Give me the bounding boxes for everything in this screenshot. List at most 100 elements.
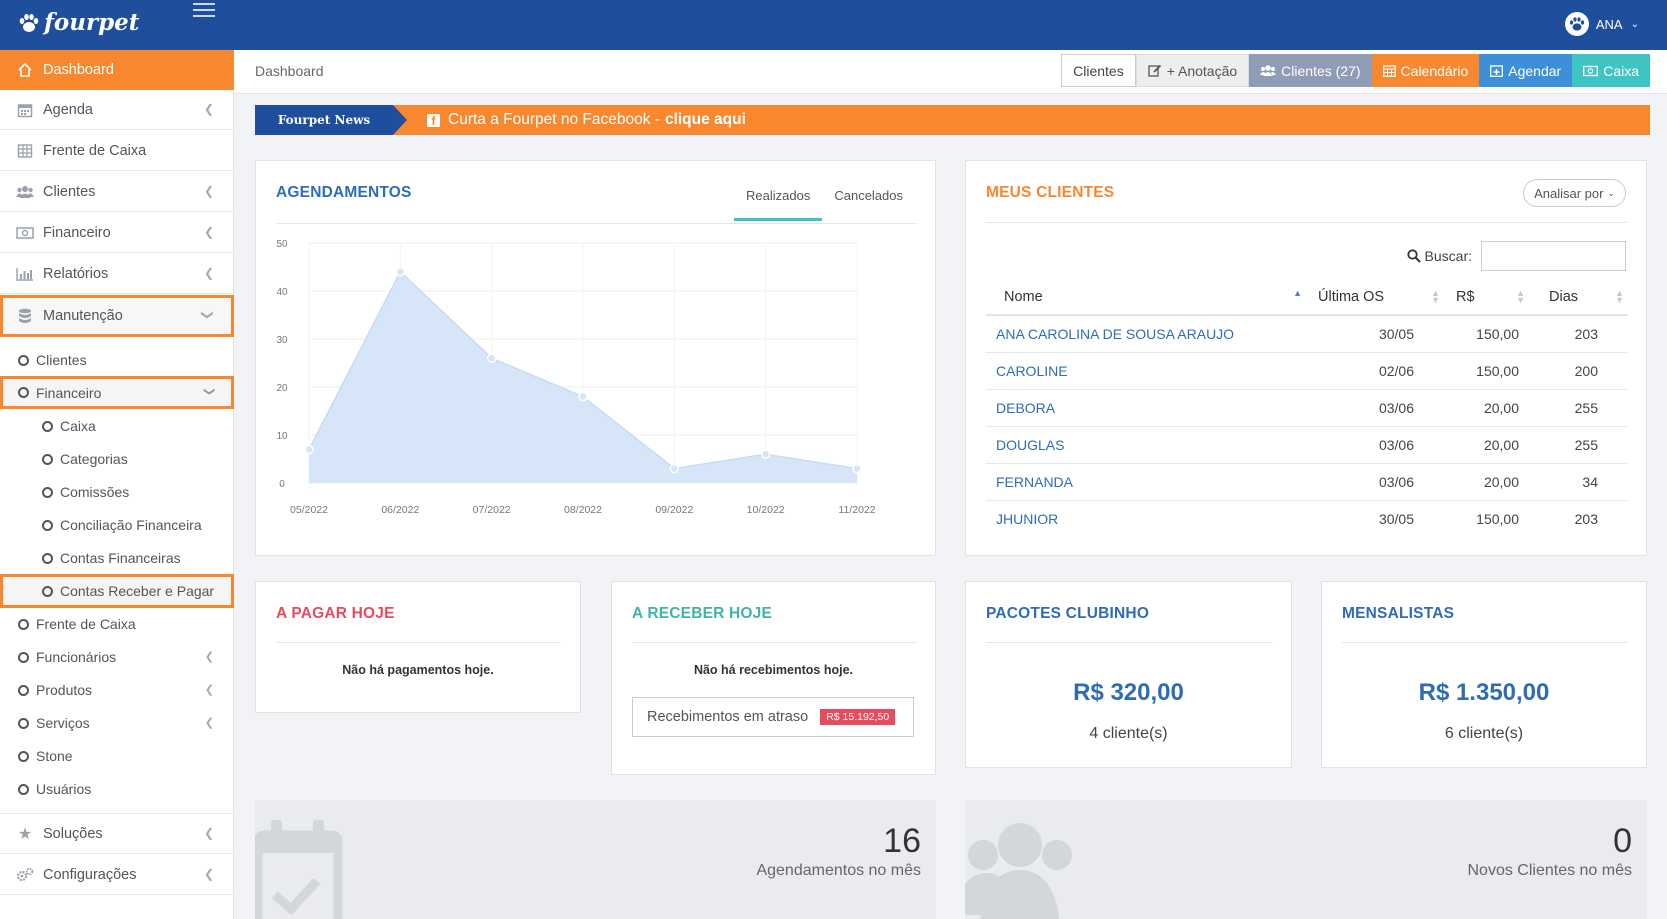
- news-link-text[interactable]: clique aqui: [664, 111, 746, 128]
- user-menu[interactable]: ANA ⌄: [1564, 12, 1639, 36]
- pacotes-clients: 4 cliente(s): [1089, 725, 1168, 742]
- search-input[interactable]: [1481, 241, 1626, 271]
- anotacao-button[interactable]: + Anotação: [1135, 54, 1250, 87]
- financeiro-item-categorias[interactable]: Categorias: [0, 444, 234, 474]
- client-name[interactable]: CAROLINE: [986, 352, 1306, 390]
- chart-point[interactable]: [578, 391, 588, 402]
- caixa-button[interactable]: Caixa: [1572, 54, 1650, 87]
- chart-y-tick-label: 30: [276, 335, 288, 346]
- column-header-ultima-os[interactable]: Última OS ▲ ▼: [1306, 279, 1444, 316]
- chevron-left-icon: ❮: [204, 684, 214, 696]
- panel-divider: [276, 642, 561, 643]
- panel-divider: [632, 642, 917, 643]
- column-header-dias[interactable]: Dias ▲ ▼: [1529, 279, 1628, 316]
- client-dias: 255: [1529, 389, 1628, 427]
- sidebar-item-manutencao[interactable]: Manutenção ❮: [0, 295, 234, 337]
- sidebar-item-label: Manutenção: [43, 308, 123, 324]
- table-row[interactable]: DOUGLAS 03/06 20,00 255: [986, 426, 1628, 464]
- manutencao-item-servicos[interactable]: Serviços ❮: [0, 708, 234, 738]
- chart-y-tick-label: 40: [276, 287, 288, 298]
- manutencao-item-financeiro[interactable]: Financeiro ❮: [0, 376, 234, 409]
- tab-cancelados[interactable]: Cancelados: [834, 188, 903, 203]
- button-label: + Anotação: [1166, 62, 1238, 79]
- column-label: Nome: [1004, 288, 1043, 305]
- agendamentos-mes-value: 16: [883, 822, 921, 860]
- chevron-left-icon: ❮: [204, 717, 214, 729]
- financeiro-item-comissoes[interactable]: Comissões: [0, 477, 234, 507]
- sidebar-item-frente-de-caixa[interactable]: Frente de Caixa: [0, 131, 234, 171]
- client-name[interactable]: FERNANDA: [986, 463, 1306, 501]
- circle-icon: [42, 486, 53, 498]
- a-receber-panel: A RECEBER HOJE Não há recebimentos hoje.…: [611, 581, 936, 775]
- chart-point[interactable]: [486, 353, 497, 363]
- client-ultima-os: 30/05: [1378, 510, 1414, 527]
- brand-logo[interactable]: fourpet: [18, 9, 139, 36]
- clientes-count-button[interactable]: Clientes (27): [1249, 54, 1372, 87]
- news-link[interactable]: f Curta a Fourpet no Facebook - clique a…: [427, 111, 746, 129]
- sidebar-item-configuracoes[interactable]: Configurações ❮: [0, 855, 234, 895]
- chart-point[interactable]: [304, 444, 314, 455]
- sub-item-label: Frente de Caixa: [36, 616, 136, 632]
- client-name[interactable]: ANA CAROLINA DE SOUSA ARAUJO: [986, 315, 1306, 353]
- chart-point[interactable]: [669, 463, 680, 474]
- sidebar-item-relatorios[interactable]: Relatórios ❮: [0, 254, 234, 294]
- circle-icon: [42, 519, 53, 531]
- chart-point[interactable]: [852, 463, 862, 474]
- circle-icon: [18, 750, 29, 762]
- button-label: Calendário: [1400, 62, 1469, 79]
- manutencao-item-usuarios[interactable]: Usuários: [0, 774, 234, 804]
- chart-y-tick-label: 50: [276, 239, 288, 250]
- menu-toggle-icon[interactable]: [193, 3, 215, 19]
- sidebar-item-financeiro[interactable]: Financeiro ❮: [0, 213, 234, 253]
- chevron-down-icon: ⌄: [1607, 187, 1615, 198]
- header-actions: Clientes + Anotação Clientes (27) Calend…: [1061, 54, 1650, 87]
- clientes-button[interactable]: Clientes: [1061, 54, 1136, 87]
- chart-point[interactable]: [760, 449, 771, 459]
- chevron-left-icon: ❮: [203, 102, 214, 116]
- sidebar-item-clientes[interactable]: Clientes ❮: [0, 172, 234, 212]
- tab-realizados[interactable]: Realizados: [734, 185, 823, 221]
- financeiro-item-contas-receber-pagar[interactable]: Contas Receber e Pagar: [0, 574, 234, 608]
- client-name[interactable]: JHUNIOR: [996, 510, 1059, 527]
- sidebar-item-dashboard[interactable]: Dashboard: [0, 50, 234, 90]
- column-header-valor[interactable]: R$ ▲ ▼: [1444, 279, 1529, 316]
- table-icon: [16, 143, 34, 159]
- sidebar-item-agenda[interactable]: Agenda ❮: [0, 90, 234, 130]
- column-header-nome[interactable]: Nome ▲: [986, 279, 1306, 316]
- sub-item-label: Categorias: [60, 451, 128, 467]
- financeiro-item-conciliacao[interactable]: Conciliação Financeira: [0, 510, 234, 540]
- sidebar-item-solucoes[interactable]: ★ Soluções ❮: [0, 814, 234, 854]
- sidebar-divider: [0, 813, 234, 814]
- chart-x-tick-label: 07/2022: [473, 504, 511, 516]
- recebimentos-atraso-box[interactable]: Recebimentos em atraso R$ 15.192,50: [632, 697, 914, 737]
- client-valor: 20,00: [1444, 389, 1529, 427]
- sidebar-item-label: Dashboard: [43, 62, 114, 78]
- client-name[interactable]: DOUGLAS: [986, 426, 1306, 464]
- manutencao-item-funcionarios[interactable]: Funcionários ❮: [0, 642, 234, 672]
- financeiro-item-contas-financeiras[interactable]: Contas Financeiras: [0, 543, 234, 573]
- manutencao-item-frente-de-caixa[interactable]: Frente de Caixa: [0, 609, 234, 639]
- manutencao-item-clientes[interactable]: Clientes: [0, 345, 234, 375]
- news-text: Curta a Fourpet no Facebook -: [448, 111, 660, 128]
- chevron-left-icon: ❮: [203, 266, 214, 280]
- table-row[interactable]: CAROLINE 02/06 150,00 200: [986, 352, 1628, 390]
- chart-point[interactable]: [395, 267, 406, 277]
- chevron-down-icon: ❮: [202, 386, 215, 397]
- table-row[interactable]: ANA CAROLINA DE SOUSA ARAUJO 30/05 150,00 2…: [986, 315, 1628, 353]
- sidebar-item-label: Clientes: [43, 183, 96, 200]
- manutencao-item-produtos[interactable]: Produtos ❮: [0, 675, 234, 705]
- sidebar-item-label: Soluções: [43, 825, 103, 842]
- table-row[interactable]: JHUNIOR 30/05 150,00 203: [986, 500, 1628, 537]
- financeiro-item-caixa[interactable]: Caixa: [0, 411, 234, 441]
- table-row[interactable]: DEBORA 03/06 20,00 255: [986, 389, 1628, 427]
- client-valor: 150,00: [1444, 315, 1529, 353]
- manutencao-item-stone[interactable]: Stone: [0, 741, 234, 771]
- client-name[interactable]: DEBORA: [986, 389, 1306, 427]
- analisar-por-dropdown[interactable]: Analisar por ⌄: [1523, 179, 1626, 207]
- table-row[interactable]: FERNANDA 03/06 20,00 34: [986, 463, 1628, 501]
- calendario-button[interactable]: Calendário: [1371, 54, 1480, 87]
- chart-x-tick-label: 05/2022: [290, 504, 328, 516]
- agendar-button[interactable]: Agendar: [1479, 54, 1573, 87]
- client-dias: 255: [1529, 426, 1628, 464]
- column-label: Última OS: [1318, 288, 1385, 305]
